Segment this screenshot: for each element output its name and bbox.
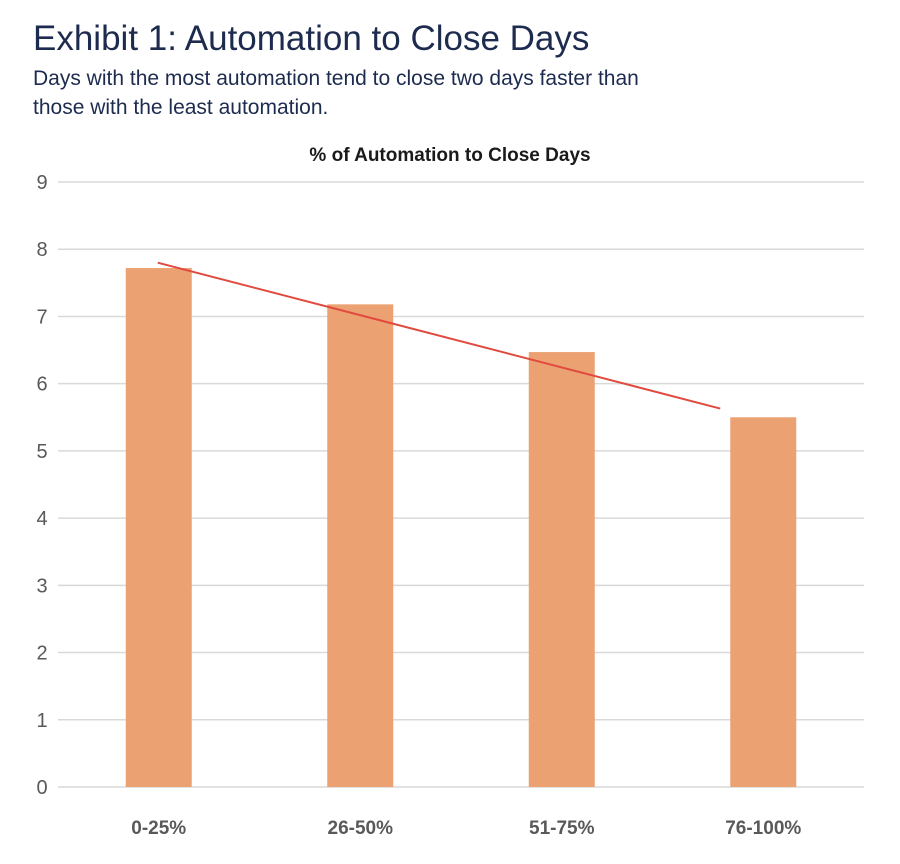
x-tick-label: 76-100% bbox=[725, 818, 801, 839]
trendline-layer bbox=[157, 261, 721, 410]
y-tick-label: 1 bbox=[36, 710, 47, 732]
x-tick-label: 0-25% bbox=[131, 818, 186, 839]
bar bbox=[327, 304, 394, 787]
bar bbox=[125, 268, 192, 787]
bar bbox=[528, 352, 595, 787]
y-tick-label: 3 bbox=[36, 575, 47, 597]
bars bbox=[125, 268, 797, 787]
x-tick-label: 51-75% bbox=[529, 818, 595, 839]
trendline bbox=[157, 261, 721, 410]
y-tick-label: 7 bbox=[36, 306, 47, 328]
gridlines bbox=[58, 181, 864, 788]
page-subtitle: Days with the most automation tend to cl… bbox=[33, 67, 639, 119]
y-tick-label: 4 bbox=[36, 508, 47, 530]
x-tick-label: 26-50% bbox=[328, 818, 394, 839]
page-title: Exhibit 1: Automation to Close Days bbox=[33, 19, 590, 58]
y-tick-label: 0 bbox=[36, 777, 47, 799]
x-axis-ticks: 0-25% 26-50% 51-75% 76-100% bbox=[131, 818, 801, 839]
y-tick-label: 9 bbox=[36, 172, 47, 194]
y-tick-label: 8 bbox=[36, 239, 47, 261]
chart-title: % of Automation to Close Days bbox=[309, 145, 590, 166]
y-axis-ticks: 0 1 2 3 4 5 6 7 8 9 bbox=[36, 172, 47, 799]
y-tick-label: 6 bbox=[36, 374, 47, 396]
y-tick-label: 2 bbox=[36, 643, 47, 665]
y-tick-label: 5 bbox=[36, 441, 47, 463]
bar bbox=[730, 417, 797, 787]
